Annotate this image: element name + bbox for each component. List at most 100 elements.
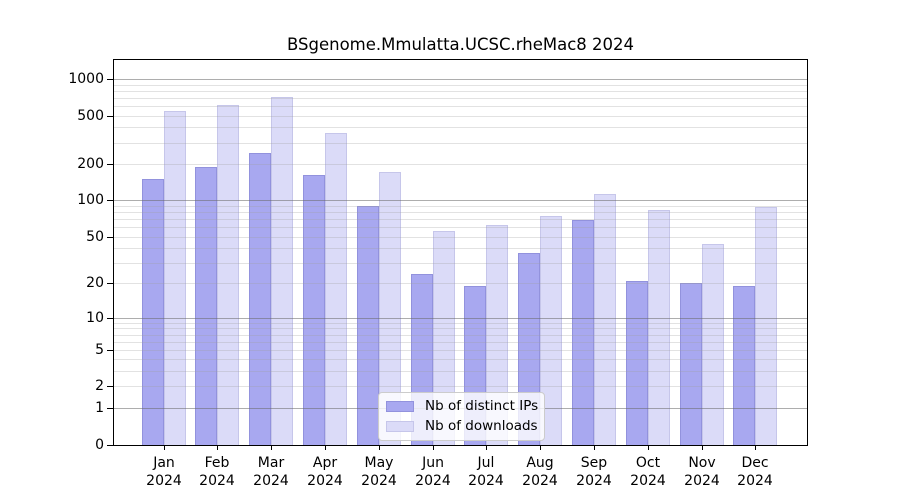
grid-line-minor bbox=[114, 143, 807, 144]
y-tick-mark bbox=[107, 350, 113, 351]
bar-downloads-nov bbox=[701, 244, 724, 445]
y-tick-label: 0 bbox=[95, 437, 104, 453]
x-tick-label: Sep 2024 bbox=[564, 454, 624, 490]
y-tick-mark bbox=[107, 283, 113, 284]
grid-line-major bbox=[114, 200, 807, 201]
grid-line-minor bbox=[114, 371, 807, 372]
legend-item-distinct-ips: Nb of distinct IPs bbox=[386, 398, 539, 415]
bar-distinct-ips-mar bbox=[249, 153, 272, 445]
grid-line-minor bbox=[114, 350, 807, 351]
x-tick-mark bbox=[648, 445, 649, 450]
y-tick-mark bbox=[107, 164, 113, 165]
x-tick-sublabel: 2024 bbox=[361, 473, 397, 489]
x-tick-mark bbox=[486, 445, 487, 450]
legend-swatch-distinct-ips bbox=[386, 401, 414, 412]
chart-title: BSgenome.Mmulatta.UCSC.rheMac8 2024 bbox=[287, 35, 634, 54]
bar-downloads-jul bbox=[486, 225, 509, 445]
x-tick-label: Mar 2024 bbox=[241, 454, 301, 490]
y-tick-label: 200 bbox=[77, 156, 104, 172]
bar-distinct-ips-oct bbox=[625, 280, 648, 445]
x-tick-mark bbox=[217, 445, 218, 450]
legend: Nb of distinct IPs Nb of downloads bbox=[378, 392, 545, 441]
y-tick-label: 10 bbox=[86, 310, 104, 326]
y-tick-label: 100 bbox=[77, 192, 104, 208]
x-tick-label: May 2024 bbox=[349, 454, 409, 490]
grid-line-minor bbox=[114, 227, 807, 228]
y-tick-mark bbox=[107, 79, 113, 80]
x-tick-mark bbox=[540, 445, 541, 450]
grid-line-minor bbox=[114, 335, 807, 336]
x-tick-sublabel: 2024 bbox=[468, 473, 504, 489]
y-tick-mark bbox=[107, 408, 113, 409]
x-tick-label: Jun 2024 bbox=[403, 454, 463, 490]
grid-line-minor bbox=[114, 127, 807, 128]
x-tick-sublabel: 2024 bbox=[199, 473, 235, 489]
y-tick-label: 2 bbox=[95, 378, 104, 394]
legend-label-downloads: Nb of downloads bbox=[425, 418, 538, 434]
grid-line-major bbox=[114, 318, 807, 319]
x-tick-sublabel: 2024 bbox=[253, 473, 289, 489]
y-tick-mark bbox=[107, 116, 113, 117]
grid-line-minor bbox=[114, 386, 807, 387]
grid-line-minor bbox=[114, 328, 807, 329]
x-tick-mark bbox=[594, 445, 595, 450]
y-tick-mark bbox=[107, 237, 113, 238]
bar-downloads-dec bbox=[755, 207, 778, 445]
grid-line-minor bbox=[114, 85, 807, 86]
grid-line-minor bbox=[114, 248, 807, 249]
x-tick-sublabel: 2024 bbox=[576, 473, 612, 489]
y-tick-mark bbox=[107, 200, 113, 201]
x-tick-label: Nov 2024 bbox=[672, 454, 732, 490]
grid-line-minor bbox=[114, 91, 807, 92]
grid-line-minor bbox=[114, 263, 807, 264]
grid-line-major bbox=[114, 79, 807, 80]
grid-line-minor bbox=[114, 323, 807, 324]
bar-distinct-ips-feb bbox=[195, 166, 218, 445]
x-tick-label: Dec 2024 bbox=[725, 454, 785, 490]
x-tick-sublabel: 2024 bbox=[684, 473, 720, 489]
x-tick-mark bbox=[433, 445, 434, 450]
bar-downloads-jun bbox=[432, 230, 455, 445]
legend-swatch-downloads bbox=[386, 421, 414, 432]
bar-distinct-ips-may bbox=[356, 205, 379, 445]
bar-distinct-ips-sep bbox=[571, 219, 594, 445]
bar-downloads-jan bbox=[163, 110, 186, 445]
x-tick-label: Apr 2024 bbox=[295, 454, 355, 490]
grid-line-minor bbox=[114, 164, 807, 165]
x-tick-mark bbox=[755, 445, 756, 450]
legend-item-downloads: Nb of downloads bbox=[386, 418, 538, 435]
x-tick-label: Jan 2024 bbox=[134, 454, 194, 490]
grid-line-minor bbox=[114, 237, 807, 238]
y-tick-label: 50 bbox=[86, 229, 104, 245]
bar-downloads-feb bbox=[217, 104, 240, 445]
grid-line-minor bbox=[114, 342, 807, 343]
x-tick-sublabel: 2024 bbox=[737, 473, 773, 489]
grid-line-minor bbox=[114, 212, 807, 213]
y-tick-label: 20 bbox=[86, 275, 104, 291]
grid-line-minor bbox=[114, 116, 807, 117]
grid-line-minor bbox=[114, 283, 807, 284]
y-tick-label: 1000 bbox=[68, 71, 104, 87]
legend-label-distinct-ips: Nb of distinct IPs bbox=[425, 398, 539, 414]
x-tick-sublabel: 2024 bbox=[415, 473, 451, 489]
bars-layer bbox=[114, 60, 807, 445]
y-tick-mark bbox=[107, 445, 113, 446]
bar-distinct-ips-nov bbox=[679, 283, 702, 445]
x-tick-mark bbox=[325, 445, 326, 450]
bar-downloads-sep bbox=[593, 193, 616, 445]
y-tick-mark bbox=[107, 318, 113, 319]
grid-line-minor bbox=[114, 359, 807, 360]
y-tick-label: 5 bbox=[95, 342, 104, 358]
x-tick-sublabel: 2024 bbox=[522, 473, 558, 489]
x-tick-mark bbox=[164, 445, 165, 450]
x-tick-label: Oct 2024 bbox=[618, 454, 678, 490]
bar-distinct-ips-apr bbox=[302, 175, 325, 445]
x-tick-label: Feb 2024 bbox=[187, 454, 247, 490]
x-tick-sublabel: 2024 bbox=[307, 473, 343, 489]
bar-distinct-ips-jan bbox=[141, 179, 164, 445]
bar-downloads-may bbox=[378, 171, 401, 445]
grid-line-minor bbox=[114, 206, 807, 207]
bar-downloads-mar bbox=[271, 96, 294, 445]
x-tick-mark bbox=[702, 445, 703, 450]
